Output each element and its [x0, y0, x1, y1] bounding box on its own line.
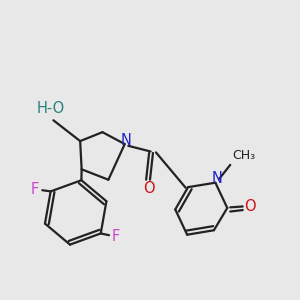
Text: F: F	[31, 182, 39, 196]
Text: N: N	[121, 133, 132, 148]
Text: H-O: H-O	[36, 101, 64, 116]
Text: N: N	[212, 171, 223, 186]
Text: CH₃: CH₃	[232, 149, 256, 162]
Text: O: O	[244, 199, 256, 214]
Text: O: O	[143, 181, 154, 196]
Text: F: F	[112, 230, 120, 244]
